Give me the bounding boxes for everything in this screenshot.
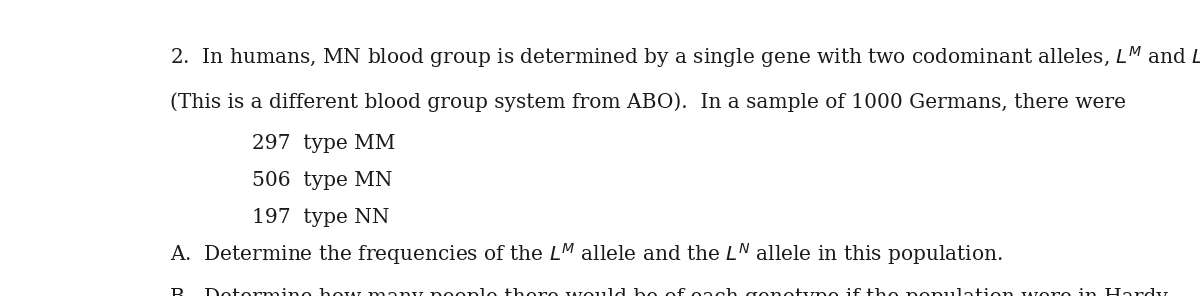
Text: (This is a different blood group system from ABO).  In a sample of 1000 Germans,: (This is a different blood group system … xyxy=(170,93,1127,112)
Text: 2.  In humans, MN blood group is determined by a single gene with two codominant: 2. In humans, MN blood group is determin… xyxy=(170,44,1200,70)
Text: 506  type MN: 506 type MN xyxy=(252,171,392,190)
Text: A.  Determine the frequencies of the $\mathit{L}^{M}$ allele and the $\mathit{L}: A. Determine the frequencies of the $\ma… xyxy=(170,242,1003,267)
Text: B.  Determine how many people there would be of each genotype if the population : B. Determine how many people there would… xyxy=(170,288,1175,296)
Text: 297  type MM: 297 type MM xyxy=(252,134,396,154)
Text: 197  type NN: 197 type NN xyxy=(252,208,390,227)
